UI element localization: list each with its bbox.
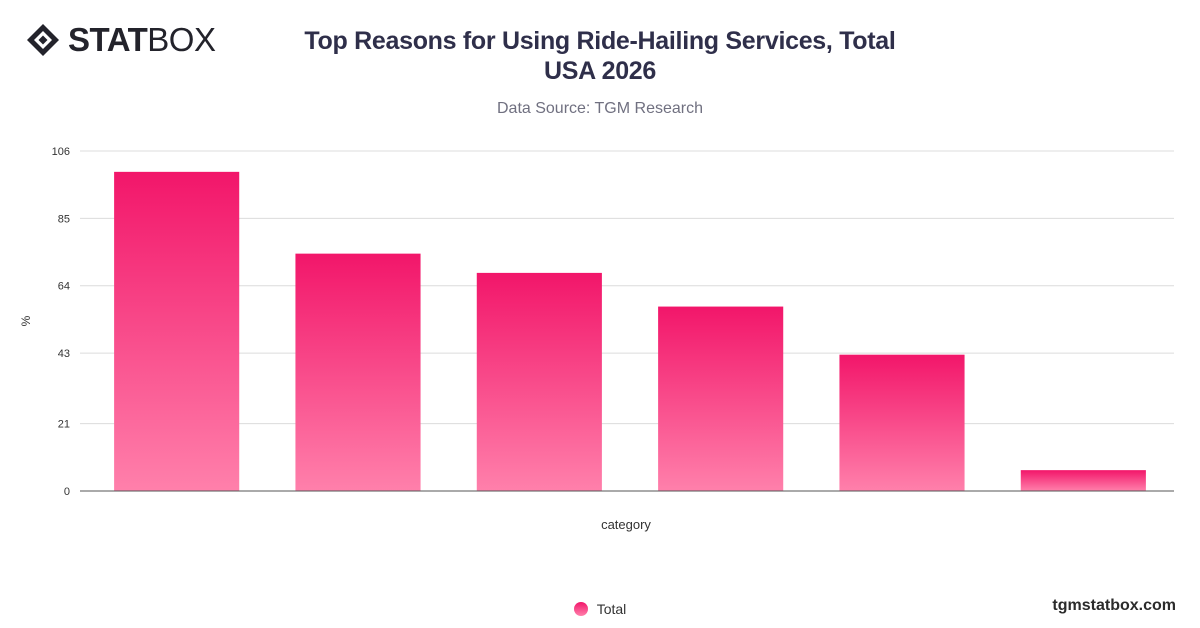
- statbox-logo: STATBOX: [26, 21, 216, 58]
- y-tick-label: 43: [58, 348, 70, 360]
- chart-title-line-2: USA 2026: [543, 57, 657, 85]
- chart-title-line-1: Top Reasons for Using Ride-Hailing Servi…: [304, 27, 896, 55]
- y-axis-label: %: [19, 315, 33, 326]
- bar-2[interactable]: [295, 253, 421, 491]
- chart-header: Top Reasons for Using Ride-Hailing Servi…: [0, 26, 1200, 118]
- bar-6[interactable]: [1020, 470, 1146, 491]
- statbox-wordmark: STATBOX: [68, 21, 216, 58]
- chart-subtitle: Data Source: TGM Research: [496, 100, 703, 117]
- grid-lines: [80, 150, 1174, 425]
- bar-4[interactable]: [658, 306, 784, 491]
- x-axis-label: category: [601, 517, 651, 532]
- bars: [114, 171, 1146, 491]
- logo-box-text: BOX: [147, 21, 216, 58]
- legend-marker-total: [573, 602, 588, 616]
- legend-label-total: Total: [596, 601, 627, 617]
- chart-legend[interactable]: Total: [0, 601, 1200, 617]
- bar-5[interactable]: [839, 354, 965, 491]
- y-tick-label: 64: [58, 281, 70, 293]
- y-axis-ticks: 0 21 43 64 85 106: [52, 146, 70, 498]
- y-tick-label: 21: [58, 419, 70, 431]
- bar-1[interactable]: [114, 171, 240, 491]
- y-tick-label: 85: [58, 213, 70, 225]
- website-link[interactable]: tgmstatbox.com: [1052, 597, 1176, 614]
- bar-3[interactable]: [476, 272, 602, 491]
- y-tick-label: 0: [64, 486, 70, 498]
- y-tick-label: 106: [52, 146, 70, 158]
- statbox-logo-icon: [27, 24, 59, 56]
- chart-title: Top Reasons for Using Ride-Hailing Servi…: [0, 26, 1200, 86]
- logo-stat-text: STAT: [68, 21, 148, 58]
